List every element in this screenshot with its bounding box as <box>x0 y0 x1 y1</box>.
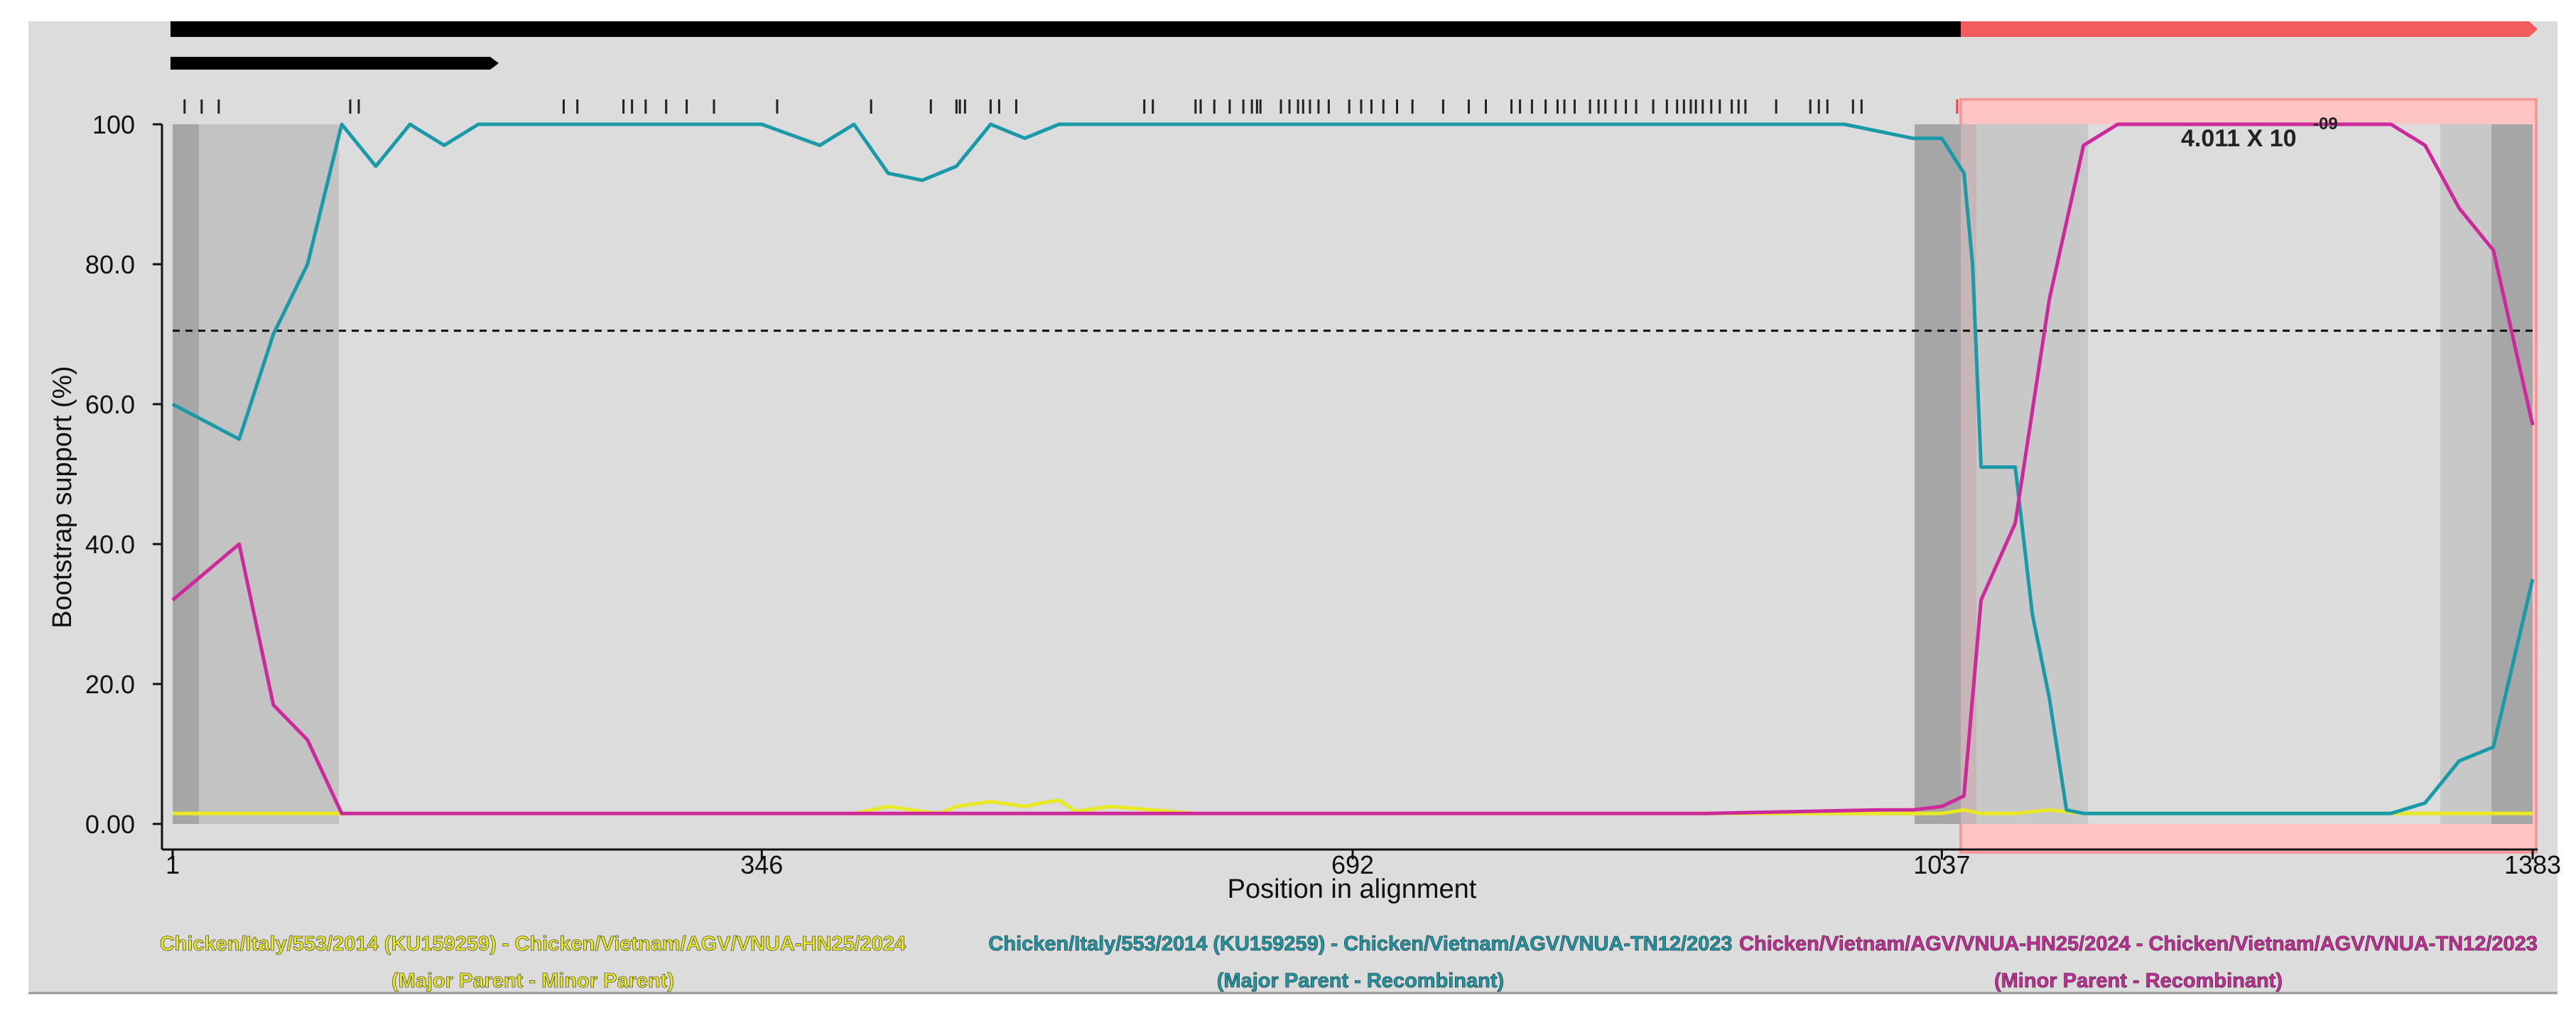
x-tick-label-3: 1037 <box>1913 850 1970 879</box>
x-tick-label-4: 1383 <box>2504 850 2561 879</box>
series-lines <box>171 122 2535 815</box>
y-tick-label-0: 0.00 <box>85 810 135 839</box>
x-tick-label-2: 692 <box>1331 850 1374 879</box>
sequence-bar-recombinant <box>171 21 1961 37</box>
x-tick-label-1: 346 <box>740 850 783 879</box>
recombination-bar <box>1961 21 2538 37</box>
p-value-label: 4.011 X 10 <box>2181 125 2297 152</box>
y-tick-label-4: 80.0 <box>85 250 135 279</box>
x-tick-label-0: 1 <box>166 850 180 879</box>
shade-left-dark <box>173 124 199 824</box>
y-tick-label-5: 100 <box>92 110 135 139</box>
series-line-1 <box>171 122 2535 815</box>
series-line-0 <box>173 798 2533 815</box>
x-axis-ticks: 1 346 692 1037 1383 <box>166 850 2561 879</box>
legend-entry-1-pair: Chicken/Italy/553/2014 (KU159259) - Chic… <box>988 933 1732 955</box>
y-axis-ticks: 0.00 20.0 40.0 60.0 80.0 100 <box>85 110 162 839</box>
legend-entry-2-pair: Chicken/Vietnam/AGV/VNUA-HN25/2024 - Chi… <box>1739 933 2538 955</box>
series-line-2 <box>171 122 2535 815</box>
shade-right-dark <box>1915 124 1961 824</box>
legend: Chicken/Italy/553/2014 (KU159259) - Chic… <box>160 933 2538 993</box>
legend-entry-0-pair: Chicken/Italy/553/2014 (KU159259) - Chic… <box>160 933 906 955</box>
legend-entry-2-role: (Minor Parent - Recombinant) <box>1994 970 2283 992</box>
x-axis-title: Position in alignment <box>1228 874 1477 904</box>
y-tick-label-2: 40.0 <box>85 530 135 559</box>
shade-left-light <box>199 124 339 824</box>
shade-end-light <box>2440 124 2491 824</box>
shade-inner-window <box>2088 124 2440 824</box>
y-axis-title: Bootstrap support (%) <box>48 366 77 629</box>
p-value-exponent: -09 <box>2313 114 2338 134</box>
legend-entry-1-role: (Major Parent - Recombinant) <box>1217 970 1504 992</box>
y-tick-label-1: 20.0 <box>85 670 135 699</box>
shade-end-dark <box>2491 124 2533 824</box>
sequence-bar-parent <box>171 57 499 70</box>
shade-right-light <box>1976 124 2088 824</box>
region-shading <box>173 98 2538 854</box>
legend-entry-0-role: (Major Parent - Minor Parent) <box>391 970 674 992</box>
y-tick-label-3: 60.0 <box>85 390 135 419</box>
